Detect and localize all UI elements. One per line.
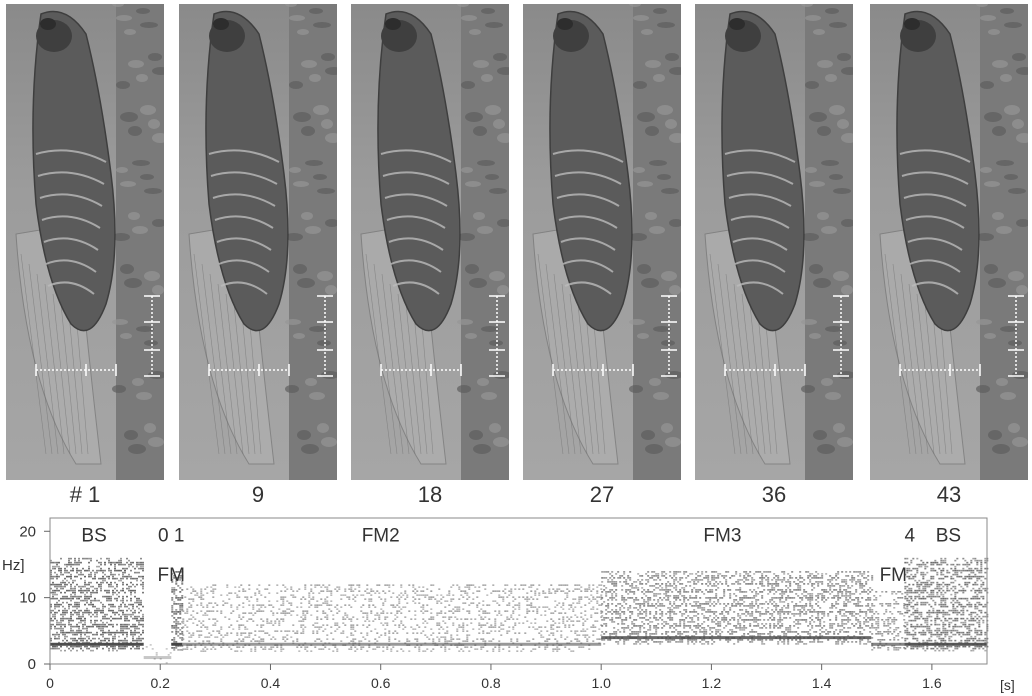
- annotation-label: BS: [936, 525, 961, 546]
- cicada-image: [188, 4, 337, 480]
- frame-number-label: 18: [417, 482, 443, 507]
- annotation-label: 0 1: [158, 525, 184, 546]
- video-frame: [695, 4, 853, 480]
- x-tick-label: 0.6: [371, 675, 391, 691]
- y-tick-label: 10: [19, 590, 36, 607]
- cicada-image: [704, 4, 853, 480]
- plot-frame: [49, 517, 988, 665]
- video-frame: [6, 4, 164, 480]
- cicada-image: [360, 4, 509, 480]
- cicada-image: [532, 4, 681, 480]
- x-tick-label: 0.8: [481, 675, 501, 691]
- spectrogram-segment: [171, 571, 184, 651]
- x-axis-ticks: 0 0.2 0.4 0.6 0.8 1.0 1.2 1.4 1.6: [46, 664, 942, 691]
- x-tick-label: 0.4: [261, 675, 281, 691]
- video-frame: [523, 4, 681, 480]
- frame-number-label: 36: [761, 482, 787, 507]
- y-tick-label: 0: [28, 656, 36, 673]
- x-tick-label: 1.6: [922, 675, 942, 691]
- spectrogram-segment: [904, 557, 989, 652]
- annotation-label: FM: [158, 565, 185, 586]
- spectrogram-segment: [182, 584, 603, 652]
- spectrogram-cells: [50, 557, 989, 664]
- annotation-label: FM: [880, 565, 907, 586]
- x-tick-label: 1.2: [702, 675, 722, 691]
- x-tick-label: 0.2: [151, 675, 171, 691]
- spectrogram-segment: [601, 571, 874, 645]
- x-axis-label: [s]: [1000, 677, 1015, 693]
- y-axis-label: Hz]: [2, 557, 25, 574]
- annotation-label: FM2: [362, 525, 400, 546]
- x-tick-label: 1.4: [812, 675, 832, 691]
- annotation-label: FM3: [703, 525, 741, 546]
- video-frame: [351, 4, 509, 480]
- frame-number-label: 43: [936, 482, 962, 507]
- cicada-image: [15, 4, 164, 480]
- y-tick-label: 20: [19, 523, 36, 540]
- frame-number-label: # 1: [69, 482, 101, 507]
- x-tick-label: 0: [46, 675, 54, 691]
- frame-number-label: 27: [589, 482, 615, 507]
- spectrogram-segment: [50, 557, 144, 652]
- x-tick-label: 1.0: [591, 675, 611, 691]
- annotations: BS 0 1 FM FM2 FM3 4 FM BS: [81, 525, 961, 586]
- cicada-image: [879, 4, 1028, 480]
- video-frame: [870, 4, 1028, 480]
- annotation-label: BS: [81, 525, 106, 546]
- spectrogram-segment: [871, 591, 906, 651]
- video-frame: [179, 4, 337, 480]
- frame-number-label: 9: [251, 482, 265, 507]
- y-axis-ticks: 0 10 20: [19, 523, 50, 673]
- annotation-label: 4: [905, 525, 916, 546]
- spectrogram-segment: [143, 644, 172, 664]
